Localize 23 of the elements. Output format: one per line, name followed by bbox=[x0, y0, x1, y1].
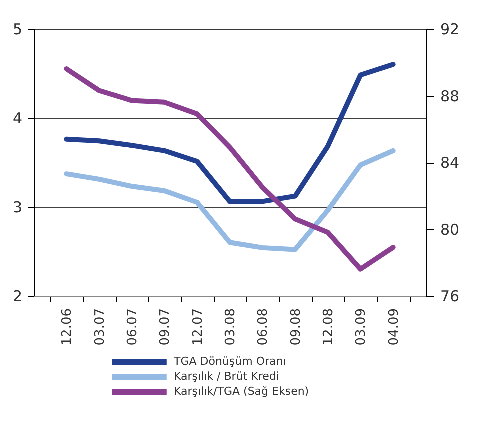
y2-tick-label: 88 bbox=[440, 87, 460, 106]
x-tick-label: 09.08 bbox=[288, 308, 304, 346]
y2-tick-label: 92 bbox=[440, 20, 460, 38]
x-tick-label: 03.09 bbox=[354, 308, 370, 346]
y-tick-label: 2 bbox=[12, 288, 22, 306]
x-tick-label: 12.06 bbox=[60, 308, 76, 346]
y-tick-label: 4 bbox=[12, 110, 22, 128]
x-tick-label: 12.08 bbox=[322, 308, 336, 346]
legend-label: Karşılık/TGA (Sağ Eksen) bbox=[174, 385, 310, 398]
y2-tick-label: 84 bbox=[440, 154, 460, 172]
x-tick-label: 06.07 bbox=[126, 308, 140, 346]
x-tick-label: 04.09 bbox=[386, 308, 402, 346]
y-tick-label: 5 bbox=[12, 20, 22, 38]
x-tick-label: 09.07 bbox=[158, 308, 174, 346]
y2-tick-label: 76 bbox=[440, 288, 460, 306]
x-tick-label: 03.07 bbox=[92, 308, 108, 346]
x-tick-label: 06.08 bbox=[256, 308, 272, 346]
legend-label: Karşılık / Brüt Kredi bbox=[174, 370, 280, 383]
y-tick-label: 3 bbox=[12, 198, 22, 216]
x-tick-label: 12.07 bbox=[190, 308, 206, 346]
x-tick-label: 03.08 bbox=[224, 308, 238, 346]
y2-tick-label: 80 bbox=[440, 220, 460, 239]
legend-label: TGA Dönüşüm Oranı bbox=[173, 355, 286, 368]
